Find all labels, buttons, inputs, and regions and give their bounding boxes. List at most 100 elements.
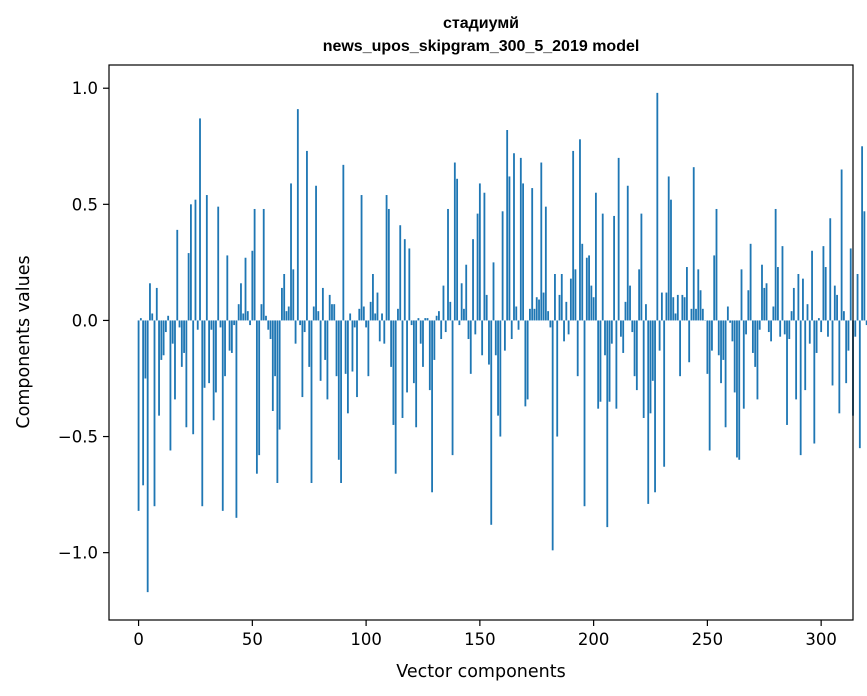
bar (560, 274, 563, 321)
bar (599, 320, 602, 402)
bar (260, 304, 263, 321)
bar (271, 320, 274, 411)
x-axis-label: Vector components (396, 662, 565, 682)
bar (624, 301, 627, 321)
bar (513, 153, 515, 321)
bar (451, 320, 454, 456)
bar (544, 206, 547, 321)
bar (453, 162, 456, 321)
bar (387, 208, 390, 321)
bar (672, 297, 675, 321)
bar (149, 283, 151, 321)
bar (492, 262, 495, 321)
bar (531, 188, 534, 321)
y-tick-label: 0.5 (72, 195, 98, 214)
bar (328, 294, 331, 321)
bar (617, 157, 620, 321)
bar (708, 320, 711, 451)
bar (610, 320, 613, 344)
bar (551, 320, 554, 551)
bar (442, 285, 445, 321)
bar (594, 192, 597, 321)
bar (335, 320, 338, 377)
y-tick-label: −0.5 (58, 428, 98, 447)
bar (360, 195, 363, 321)
bar (269, 320, 272, 340)
bar (367, 320, 370, 377)
bar (654, 320, 656, 493)
bar (174, 320, 176, 400)
x-axis-ticks: 0 50 100 150 200 250 300 (133, 620, 837, 649)
bar (774, 208, 777, 321)
bar (706, 320, 709, 374)
bar (583, 320, 586, 507)
bar (572, 150, 575, 321)
bar (838, 320, 841, 414)
bar (717, 320, 720, 356)
bar (424, 318, 427, 321)
bar (215, 320, 217, 393)
bar (237, 304, 240, 321)
bar (342, 164, 345, 321)
bar (381, 313, 383, 321)
bar (208, 320, 211, 384)
bar (522, 183, 524, 321)
bar (503, 320, 506, 351)
bar (438, 311, 440, 321)
bar (763, 287, 766, 321)
bar (444, 320, 447, 333)
bar (783, 320, 786, 335)
bar (635, 320, 638, 391)
bar (779, 320, 782, 337)
bar (240, 283, 242, 321)
bar (408, 248, 411, 321)
bar (554, 274, 556, 321)
bar (676, 294, 679, 321)
bar (146, 320, 149, 593)
bar (467, 320, 470, 340)
bar (613, 215, 616, 321)
bar (212, 320, 215, 421)
x-tick-label: 250 (692, 630, 724, 649)
bar (506, 130, 509, 321)
bar-series (137, 92, 867, 593)
bar (483, 192, 486, 321)
bar (415, 320, 418, 428)
bar (383, 320, 386, 344)
bar (187, 253, 190, 321)
bar (447, 208, 449, 321)
bar (590, 285, 593, 321)
bar (315, 185, 317, 321)
bar (592, 297, 595, 321)
y-axis-ticks: −1.0 −0.5 0.0 0.5 1.0 (58, 79, 109, 563)
bar (465, 264, 468, 321)
bar (649, 320, 652, 414)
bar (296, 109, 299, 321)
bar (615, 320, 618, 409)
bar (183, 320, 185, 353)
bar (822, 246, 825, 321)
bar (633, 320, 636, 377)
y-axis-label: Components values (14, 255, 34, 428)
bar (224, 320, 226, 377)
bar (201, 320, 204, 507)
bar (472, 239, 474, 321)
bar (724, 320, 727, 428)
bar (399, 225, 402, 321)
bar (529, 308, 531, 321)
bar (194, 199, 197, 321)
bar (235, 320, 238, 518)
x-tick-label: 150 (464, 630, 496, 649)
bar (629, 285, 631, 321)
bar (353, 320, 356, 328)
bar (829, 218, 832, 321)
bar (362, 306, 365, 321)
bar (242, 313, 245, 321)
bar (419, 320, 422, 344)
bar (290, 183, 292, 321)
bar (324, 320, 327, 360)
bar (683, 297, 686, 321)
bar (626, 185, 629, 321)
bar (344, 320, 347, 374)
bar (756, 320, 759, 400)
